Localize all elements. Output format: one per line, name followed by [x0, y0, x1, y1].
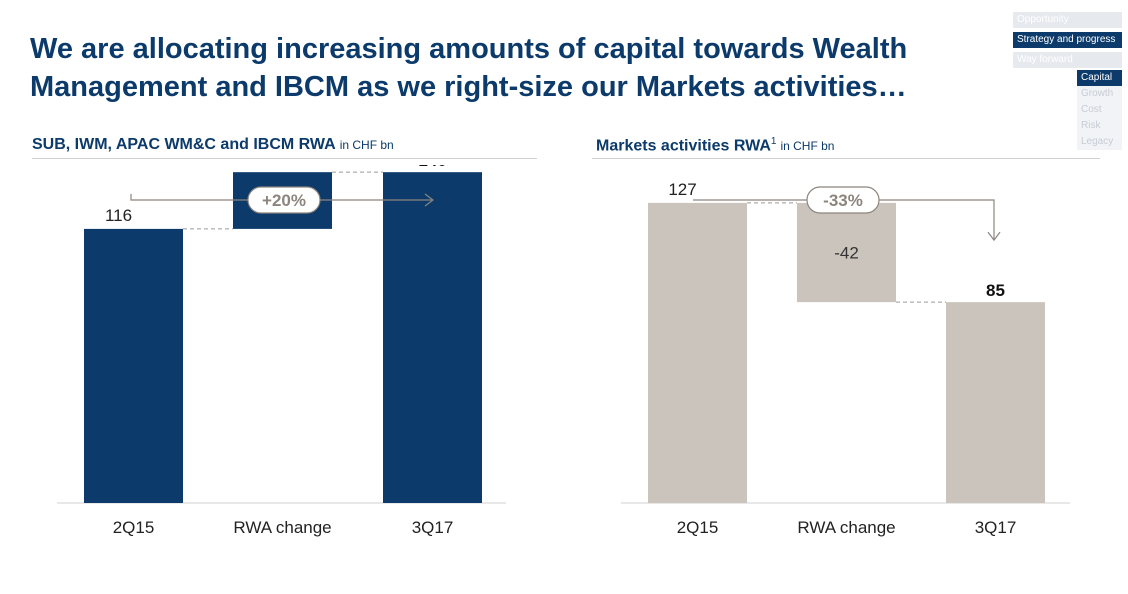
right-value-label-2q15: 127 [668, 180, 696, 199]
left-category-label-rwa-change: RWA change [233, 518, 331, 537]
right-chart-footnote-marker: 1 [770, 136, 777, 147]
nav-item-strategy-and-progress[interactable]: Strategy and progress [1013, 32, 1122, 48]
left-value-label-3q17: 140 [418, 165, 446, 170]
left-change-arrow-line [130, 193, 433, 201]
right-category-label-3q17: 3Q17 [975, 518, 1017, 537]
page-title: We are allocating increasing amounts of … [30, 33, 908, 103]
left-change-arrow-head [424, 193, 434, 207]
right-bar-3q17 [946, 302, 1045, 503]
right-change-arrow-line [693, 199, 995, 241]
right-category-label-2q15: 2Q15 [677, 518, 719, 537]
right-value-label-3q17: 85 [986, 281, 1005, 300]
right-chart-title-text: Markets activities RWA [596, 137, 771, 155]
right-change-percent-label: -33% [823, 191, 863, 210]
nav-subitem-capital[interactable]: Capital [1077, 70, 1122, 86]
left-category-label-3q17: 3Q17 [412, 518, 454, 537]
left-bar-2q15 [84, 228, 183, 503]
nav-item-opportunity[interactable]: Opportunity [1013, 12, 1122, 28]
right-bar-2q15 [648, 202, 747, 504]
right-chart-unit: in CHF bn [780, 139, 835, 154]
right-change-pill [806, 186, 880, 214]
left-value-label-2q15: 116 [105, 206, 132, 225]
right-value-label-rwa-change: -42 [834, 244, 859, 263]
nav-item-way-forward[interactable]: Way forward [1013, 52, 1122, 68]
right-bar-rwa-change [797, 202, 896, 303]
right-change-arrow-head [987, 231, 1001, 242]
left-change-percent-label: +20% [262, 191, 306, 210]
right-chart-title: Markets activities RWA1 in CHF bn [596, 136, 834, 155]
right-category-label-rwa-change: RWA change [797, 518, 895, 537]
left-chart-title: SUB, IWM, APAC WM&C and IBCM RWA in CHF b… [32, 136, 394, 154]
nav-subitem-growth[interactable]: Growth [1077, 86, 1122, 102]
nav-subitem-cost[interactable]: Cost [1077, 102, 1122, 118]
left-chart-title-text: SUB, IWM, APAC WM&C and IBCM RWA [32, 136, 336, 153]
left-title-divider [32, 158, 537, 159]
right-title-divider [592, 158, 1100, 159]
left-chart-unit: in CHF bn [339, 138, 394, 152]
left-change-pill [247, 186, 321, 214]
waterfall-charts: 116+241402Q15RWA change3Q17+20%127-42852… [57, 165, 1070, 537]
nav-subitem-legacy[interactable]: Legacy [1077, 134, 1122, 150]
left-bar-3q17 [383, 172, 482, 503]
left-category-label-2q15: 2Q15 [113, 518, 155, 537]
nav-subitem-risk[interactable]: Risk [1077, 118, 1122, 134]
